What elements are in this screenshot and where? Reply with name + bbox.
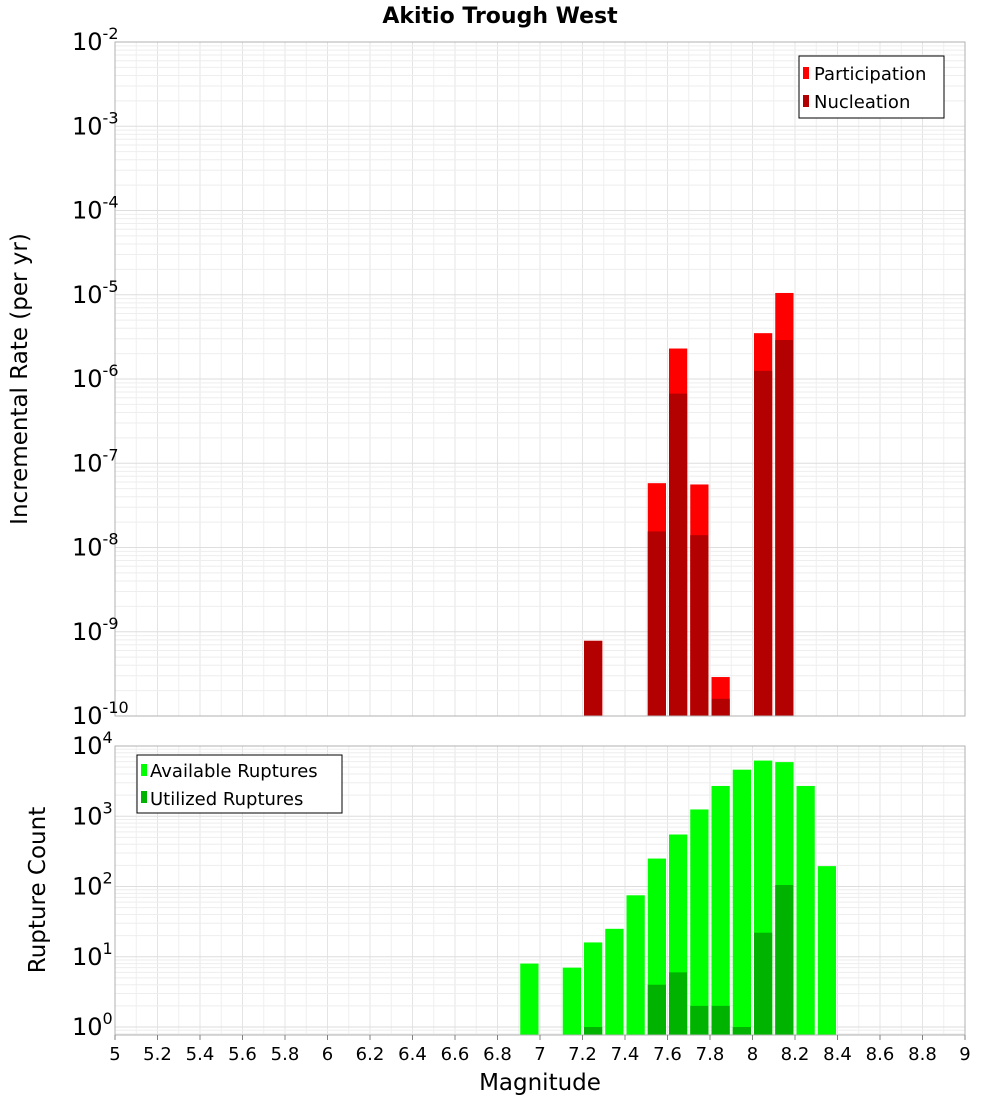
rate-panel: 10-2 10-3 10-4 10-5 10-6 10-7 10-8 10-9 10-10 In… — [7, 24, 966, 730]
y-tick-label: 102 — [72, 869, 113, 901]
y-tick-label: 10-5 — [72, 277, 119, 309]
count-bar-a — [711, 785, 730, 1035]
x-tick-label: 5.6 — [228, 1044, 257, 1065]
count-bar-a — [817, 866, 836, 1035]
rate-legend: Participation Nucleation — [798, 55, 945, 119]
x-tick-label: 6 — [322, 1044, 333, 1065]
x-tick-label: 6.6 — [441, 1044, 470, 1065]
count-panel: 100 101 102 103 104 5 5.2 5.4 5.6 5.8 6 6.2 6.4 6.6 6… — [25, 728, 971, 1096]
y-tick-label: 10-10 — [72, 698, 129, 730]
y-tick-label: 10-2 — [72, 24, 119, 56]
y-tick-label: 103 — [72, 798, 113, 830]
rate-bar-b — [711, 698, 730, 716]
x-tick-label: 6.2 — [356, 1044, 385, 1065]
x-tick-label: 5 — [109, 1044, 120, 1065]
rate-bars — [584, 292, 794, 716]
x-tick-label: 7 — [534, 1044, 545, 1065]
rate-bar-b — [775, 340, 794, 716]
count-bar-b — [732, 1027, 751, 1035]
count-bar-a — [584, 942, 603, 1035]
rate-bar-b — [584, 640, 603, 716]
x-tick-label: 5.2 — [143, 1044, 172, 1065]
y-tick-label: 10-7 — [72, 445, 119, 477]
rate-plot-border — [114, 41, 966, 717]
y-tick-label: 101 — [72, 939, 113, 971]
legend-swatch-nucleation — [803, 95, 809, 107]
y-tick-label: 100 — [72, 1009, 113, 1041]
count-bar-a — [520, 963, 539, 1035]
legend-label-nucleation: Nucleation — [814, 92, 910, 113]
y-tick-label: 104 — [72, 728, 113, 760]
legend-swatch-available — [141, 764, 147, 776]
count-bar-a — [796, 785, 815, 1035]
x-tick-label: 7.4 — [611, 1044, 640, 1065]
rate-legend-box — [798, 55, 945, 119]
rate-grid — [114, 42, 966, 717]
x-tick-label: 7.6 — [653, 1044, 682, 1065]
count-bar-b — [711, 1005, 730, 1035]
count-legend-box — [136, 754, 343, 814]
y-tick-label: 10-8 — [72, 530, 119, 562]
count-bar-a — [605, 928, 624, 1035]
legend-swatch-utilized — [141, 791, 147, 803]
rate-bar-b — [690, 535, 709, 716]
legend-label-utilized: Utilized Ruptures — [150, 789, 303, 810]
count-bar-b — [775, 885, 794, 1035]
x-tick-label: 6.4 — [398, 1044, 427, 1065]
rate-bar-b — [647, 531, 666, 716]
x-tick-label: 9 — [959, 1044, 970, 1065]
count-bars — [520, 760, 836, 1035]
x-tick-label: 7.2 — [568, 1044, 597, 1065]
legend-swatch-participation — [803, 67, 809, 79]
x-tick-label: 8.8 — [908, 1044, 937, 1065]
legend-label-available: Available Ruptures — [150, 761, 318, 782]
y-tick-label: 10-9 — [72, 614, 119, 646]
count-legend: Available Ruptures Utilized Ruptures — [136, 754, 343, 814]
x-tick-label: 8.6 — [866, 1044, 895, 1065]
rate-bar-b — [669, 393, 688, 716]
x-tick-label: 5.8 — [271, 1044, 300, 1065]
count-bar-a — [732, 769, 751, 1035]
y-tick-label: 10-3 — [72, 108, 119, 140]
x-tick-label: 8.2 — [781, 1044, 810, 1065]
x-tick-label: 7.8 — [696, 1044, 725, 1065]
chart-title: Akitio Trough West — [382, 4, 618, 29]
rate-bar-b — [754, 370, 773, 716]
y-tick-label: 10-6 — [72, 361, 119, 393]
x-tick-label: 5.4 — [186, 1044, 215, 1065]
count-bar-a — [690, 809, 709, 1035]
rate-y-ticks: 10-2 10-3 10-4 10-5 10-6 10-7 10-8 10-9 10-10 — [72, 24, 129, 730]
legend-label-participation: Participation — [814, 64, 926, 85]
count-bar-b — [690, 1005, 709, 1035]
rate-y-axis-title: Incremental Rate (per yr) — [7, 233, 33, 525]
y-tick-label: 10-4 — [72, 193, 119, 225]
count-bar-a — [626, 895, 645, 1035]
count-bar-b — [754, 932, 773, 1035]
x-tick-label: 8.4 — [823, 1044, 852, 1065]
count-bar-b — [647, 984, 666, 1035]
count-y-ticks: 100 101 102 103 104 — [72, 728, 113, 1041]
count-bar-b — [584, 1027, 603, 1035]
x-ticks: 5 5.2 5.4 5.6 5.8 6 6.2 6.4 6.6 6.8 7 7.2 7.4 7.6 7.8 8… — [109, 1035, 971, 1065]
count-y-axis-title: Rupture Count — [25, 807, 51, 973]
x-tick-label: 8 — [747, 1044, 758, 1065]
count-bar-a — [562, 967, 581, 1035]
count-bar-b — [669, 972, 688, 1035]
x-tick-label: 6.8 — [483, 1044, 512, 1065]
x-axis-title: Magnitude — [479, 1070, 601, 1096]
